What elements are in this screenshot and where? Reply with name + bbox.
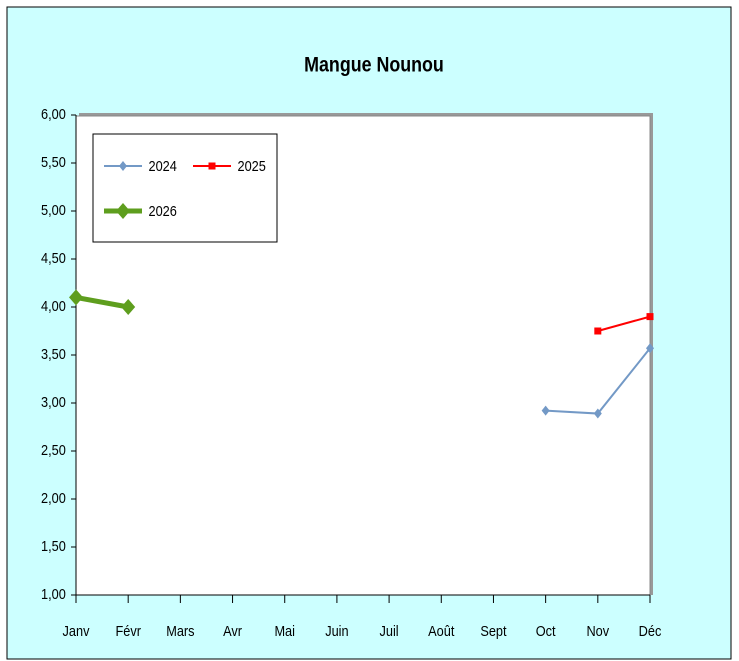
data-point xyxy=(646,343,654,354)
y-tick-label: 3,00 xyxy=(41,393,66,410)
data-point xyxy=(69,289,83,306)
y-tick-label: 4,00 xyxy=(41,297,66,314)
y-tick-label: 4,50 xyxy=(41,249,66,266)
y-tick-label: 6,00 xyxy=(41,105,66,122)
legend-marker xyxy=(208,162,216,170)
x-tick-label: Févr xyxy=(115,622,141,639)
x-tick-label: Sept xyxy=(480,622,506,639)
y-tick-label: 3,50 xyxy=(41,345,66,362)
data-point xyxy=(541,405,550,416)
x-tick-label: Nov xyxy=(586,622,609,639)
y-tick-label: 5,00 xyxy=(41,201,66,218)
legend-marker xyxy=(119,161,127,171)
x-tick-label: Déc xyxy=(639,622,662,639)
chart-title: Mangue Nounou xyxy=(304,53,444,77)
legend-label: 2024 xyxy=(149,157,178,174)
legend-label: 2026 xyxy=(149,202,178,219)
x-tick-label: Juin xyxy=(325,622,348,639)
plot-area xyxy=(75,115,651,596)
series-line xyxy=(597,315,651,332)
y-tick-label: 1,50 xyxy=(41,537,66,554)
legend-box xyxy=(92,133,278,243)
legend-label: 2025 xyxy=(238,157,267,174)
data-point xyxy=(121,299,136,315)
x-tick-label: Avr xyxy=(223,622,242,639)
series-line xyxy=(75,294,129,310)
data-point xyxy=(646,313,654,321)
x-tick-label: Août xyxy=(428,622,454,639)
y-tick-label: 1,00 xyxy=(41,585,66,602)
y-tick-label: 2,00 xyxy=(41,489,66,506)
x-tick-label: Mars xyxy=(166,622,194,639)
y-tick-label: 2,50 xyxy=(41,441,66,458)
x-tick-label: Mai xyxy=(274,622,295,639)
x-tick-label: Oct xyxy=(536,622,556,639)
y-tick-label: 5,50 xyxy=(41,153,66,170)
data-point xyxy=(594,327,602,335)
legend-marker xyxy=(116,203,130,219)
x-tick-label: Juil xyxy=(380,622,399,639)
x-tick-label: Janv xyxy=(63,622,90,639)
data-point xyxy=(593,408,602,419)
